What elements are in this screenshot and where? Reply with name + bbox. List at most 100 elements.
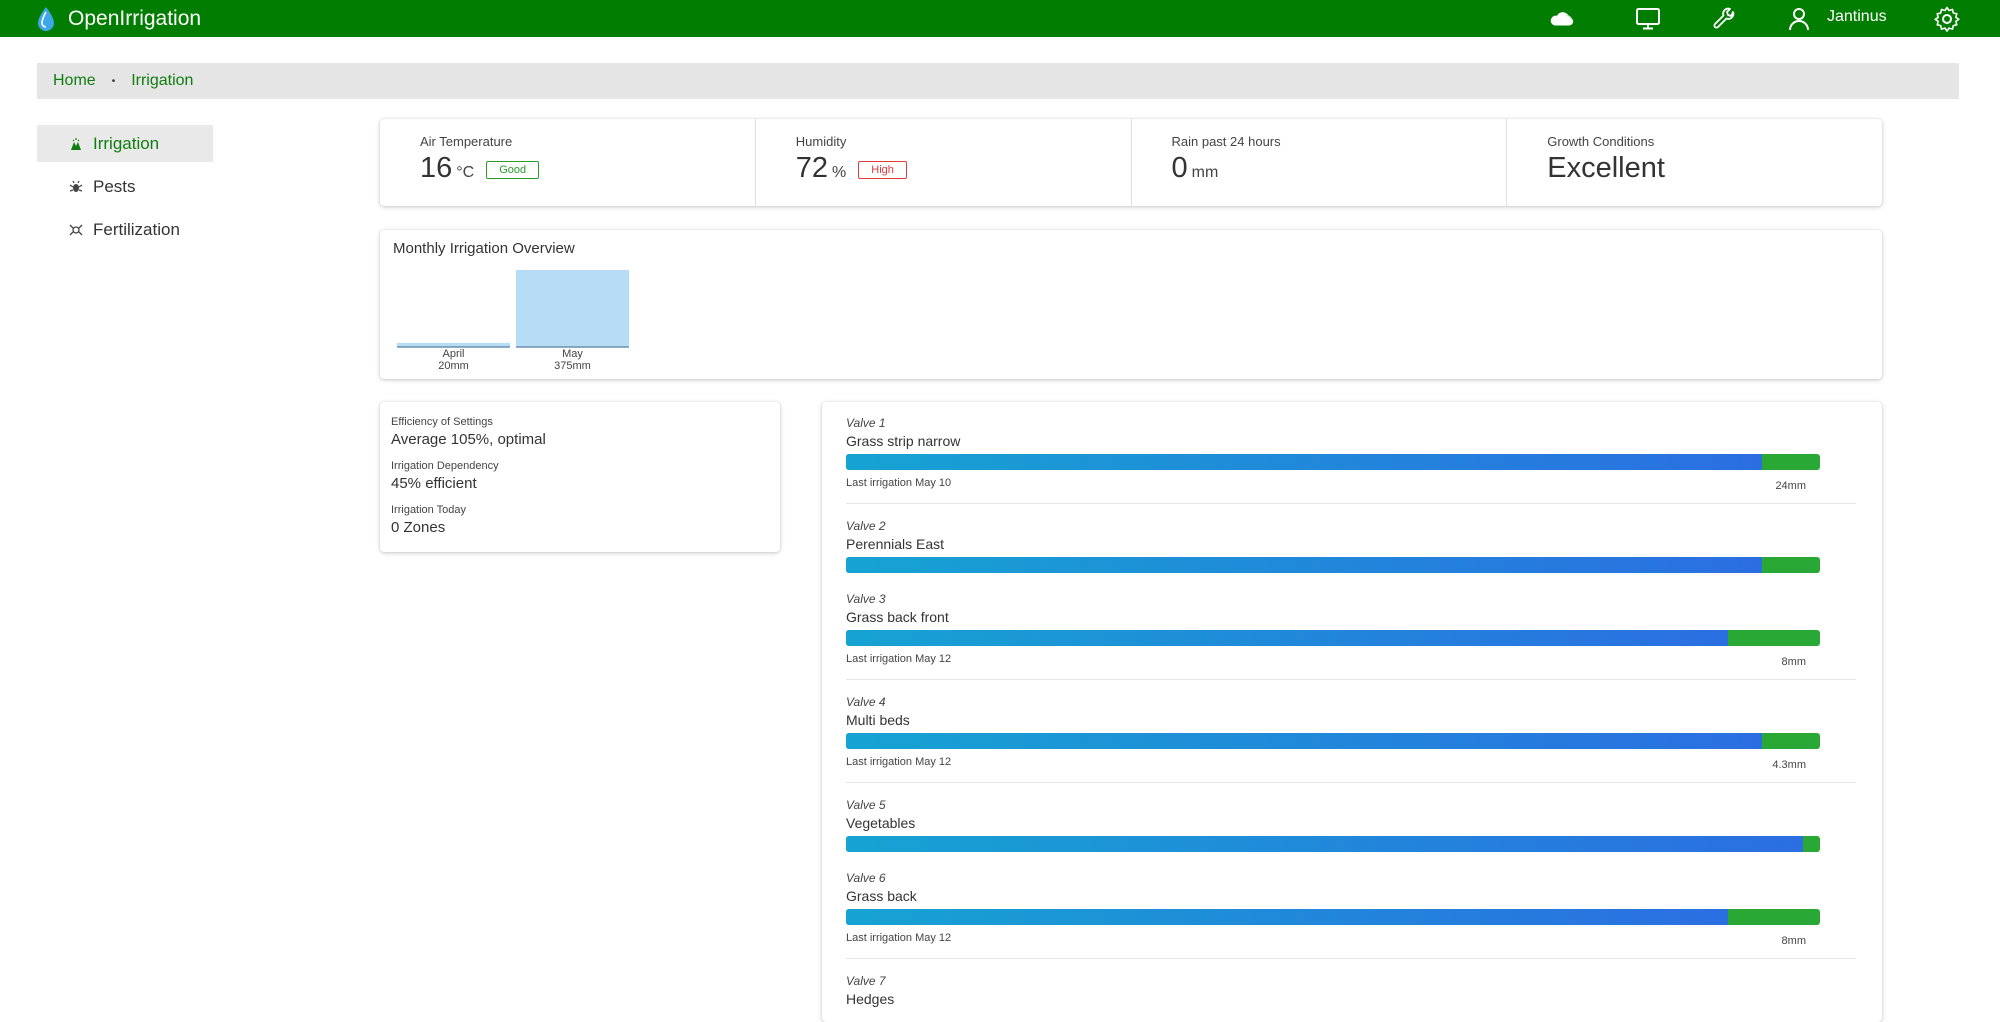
stat-unit: °C — [456, 164, 475, 181]
valve-amount: 8mm — [1781, 935, 1806, 947]
divider — [846, 782, 1856, 783]
divider — [846, 503, 1856, 504]
fertilizer-icon — [69, 224, 83, 235]
stat-air-temperature: Air Temperature 16 °C Good — [380, 119, 756, 206]
irrigation-today-label: Irrigation Today — [391, 504, 467, 516]
stat-rain: Rain past 24 hours 0 mm — [1132, 119, 1508, 206]
valve-number: Valve 3 — [846, 592, 886, 606]
stat-humidity: Humidity 72 % High — [756, 119, 1132, 206]
valve-name: Perennials East — [846, 536, 945, 552]
valve-progress-fill — [846, 454, 1762, 470]
valve-last-irrigation: Last irrigation May 10 — [846, 477, 952, 489]
valve-number: Valve 6 — [846, 871, 886, 885]
valve-number: Valve 1 — [846, 416, 886, 430]
valve-item[interactable]: Valve 4 Multi beds Last irrigation May 1… — [846, 695, 1856, 783]
valve-last-irrigation: Last irrigation May 12 — [846, 932, 952, 944]
valve-progress-fill — [846, 557, 1762, 573]
gear-icon[interactable] — [1934, 6, 1960, 32]
stat-label: Air Temperature — [420, 134, 513, 149]
valve-name: Grass back — [846, 888, 917, 904]
valve-progress-bar — [846, 630, 1820, 646]
sidebar-item-irrigation[interactable]: Irrigation — [37, 125, 213, 162]
sidebar-item-label: Irrigation — [93, 133, 160, 153]
efficiency-settings-label: Efficiency of Settings — [391, 416, 493, 428]
valve-number: Valve 5 — [846, 798, 886, 812]
stat-label: Rain past 24 hours — [1171, 134, 1281, 149]
breadcrumb: Home • Irrigation — [37, 63, 1959, 99]
irrigation-icon — [71, 137, 81, 150]
stat-label: Growth Conditions — [1547, 134, 1655, 149]
monitor-icon[interactable] — [1635, 6, 1661, 32]
irrigation-dependency-label: Irrigation Dependency — [391, 460, 499, 472]
status-badge: High — [858, 161, 907, 179]
valve-item[interactable]: Valve 2 Perennials East — [846, 519, 1856, 573]
valve-item[interactable]: Valve 7 Hedges — [846, 974, 1856, 1007]
bar-category-label: May 375mm — [516, 348, 629, 372]
top-bar: OpenIrrigation Jantinus — [0, 0, 2000, 37]
user-icon[interactable] — [1786, 6, 1812, 32]
stat-value: 16 — [420, 152, 453, 184]
divider — [846, 958, 1856, 959]
sidebar-item-fertilization[interactable]: Fertilization — [37, 211, 213, 248]
valve-name: Grass strip narrow — [846, 433, 961, 449]
valve-amount: 8mm — [1781, 656, 1806, 668]
valve-progress-fill — [846, 630, 1729, 646]
user-name[interactable]: Jantinus — [1827, 8, 1887, 25]
stat-value: 72 — [795, 152, 829, 184]
valve-progress-fill — [846, 733, 1762, 749]
irrigation-today-value: 0 Zones — [391, 519, 446, 536]
sidebar: Irrigation Pests Fertilization — [37, 125, 213, 254]
stats-card: Air Temperature 16 °C Good Humidity 72 %… — [380, 119, 1882, 206]
sidebar-item-pests[interactable]: Pests — [37, 168, 213, 205]
valve-last-irrigation: Last irrigation May 12 — [846, 653, 952, 665]
valve-number: Valve 4 — [846, 695, 886, 709]
valve-progress-bar — [846, 454, 1820, 470]
valve-progress-fill — [846, 836, 1804, 852]
bar-may — [516, 270, 629, 347]
irrigation-dependency-value: 45% efficient — [391, 475, 477, 492]
stat-unit: mm — [1191, 164, 1219, 181]
valve-item[interactable]: Valve 1 Grass strip narrow Last irrigati… — [846, 416, 1856, 504]
category-name: May — [562, 348, 583, 360]
monthly-overview-card: Monthly Irrigation Overview April 20mm M… — [380, 230, 1882, 379]
bug-icon — [69, 180, 83, 192]
valves-card: Valve 1 Grass strip narrow Last irrigati… — [822, 402, 1882, 1022]
bar-april — [397, 342, 510, 347]
valve-number: Valve 7 — [846, 974, 886, 988]
divider — [846, 679, 1856, 680]
valve-progress-fill — [846, 909, 1729, 925]
wrench-icon[interactable] — [1711, 6, 1737, 32]
stat-unit: % — [832, 164, 847, 181]
cloud-icon[interactable] — [1548, 6, 1574, 32]
app-name: OpenIrrigation — [68, 6, 202, 30]
category-value: 20mm — [438, 360, 469, 372]
monthly-bar-chart — [397, 270, 629, 348]
breadcrumb-current[interactable]: Irrigation — [131, 72, 194, 89]
sidebar-item-label: Fertilization — [93, 219, 180, 239]
valve-item[interactable]: Valve 6 Grass back Last irrigation May 1… — [846, 871, 1856, 959]
valve-item[interactable]: Valve 5 Vegetables — [846, 798, 1856, 852]
valve-amount: 4.3mm — [1772, 759, 1806, 771]
valve-name: Vegetables — [846, 815, 916, 831]
breadcrumb-separator: • — [111, 75, 116, 87]
efficiency-settings-value: Average 105%, optimal — [391, 431, 546, 448]
valve-item[interactable]: Valve 3 Grass back front Last irrigation… — [846, 592, 1856, 680]
category-name: April — [442, 348, 465, 360]
valve-progress-bar — [846, 557, 1820, 573]
card-title: Monthly Irrigation Overview — [393, 240, 575, 257]
stat-value: Excellent — [1547, 152, 1665, 184]
water-drop-icon — [38, 6, 54, 31]
stat-label: Humidity — [795, 134, 847, 149]
efficiency-card: Efficiency of Settings Average 105%, opt… — [380, 402, 780, 552]
valve-name: Hedges — [846, 991, 895, 1007]
brand[interactable]: OpenIrrigation — [36, 0, 201, 37]
status-badge: Good — [486, 161, 540, 179]
bar-category-label: April 20mm — [397, 348, 510, 372]
valve-progress-bar — [846, 836, 1820, 852]
stat-growth-conditions: Growth Conditions Excellent — [1507, 119, 1882, 206]
breadcrumb-home[interactable]: Home — [53, 72, 96, 89]
valve-name: Multi beds — [846, 712, 910, 728]
stat-value: 0 — [1171, 152, 1188, 184]
valve-name: Grass back front — [846, 609, 949, 625]
valve-progress-bar — [846, 733, 1820, 749]
